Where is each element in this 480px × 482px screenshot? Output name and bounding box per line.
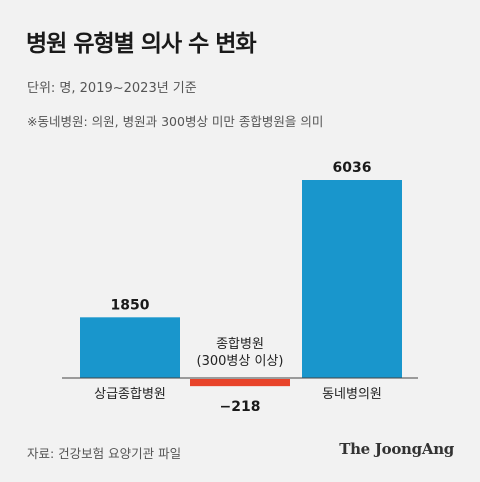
source-text: 자료: 건강보험 요양기관 파일 bbox=[27, 446, 182, 461]
value-label-2: −218 bbox=[220, 399, 261, 415]
bar-2 bbox=[190, 379, 290, 387]
category-label-1: 상급종합병원 bbox=[94, 387, 166, 402]
publisher-logo: The JoongAng bbox=[339, 440, 454, 458]
chart-unit-subtitle: 단위: 명, 2019~2023년 기준 bbox=[27, 81, 197, 96]
value-label-3: 6036 bbox=[333, 160, 372, 176]
category-label-2-line-2: (300병상 이상) bbox=[197, 354, 284, 369]
category-label-2-line-1: 종합병원 bbox=[216, 337, 264, 352]
value-label-1: 1850 bbox=[111, 297, 150, 313]
category-label-3: 동네병의원 bbox=[322, 387, 382, 402]
chart-title: 병원 유형별 의사 수 변화 bbox=[26, 31, 257, 57]
bar-3 bbox=[302, 180, 402, 378]
chart-footnote: ※동네병원: 의원, 병원과 300병상 미만 종합병원을 의미 bbox=[27, 114, 324, 129]
bar-1 bbox=[80, 317, 180, 378]
